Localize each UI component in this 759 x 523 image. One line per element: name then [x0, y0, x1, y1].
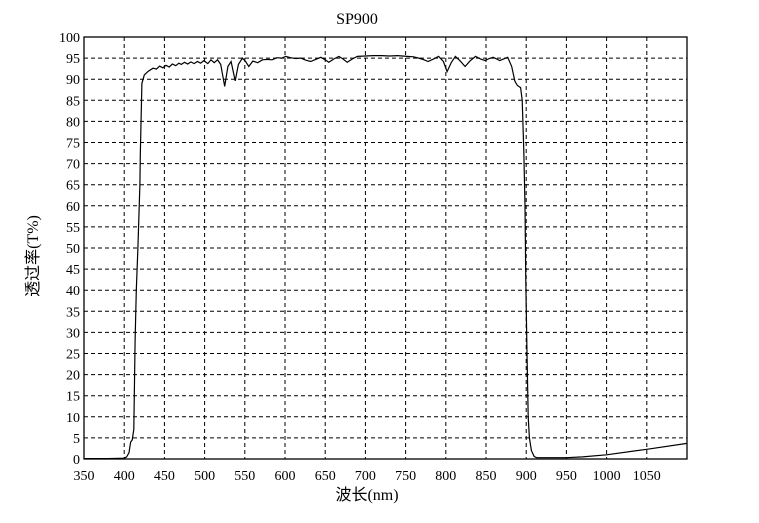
y-axis-label: 透过率(T%): [24, 215, 42, 297]
y-tick-label: 20: [66, 369, 80, 384]
y-tick-label: 5: [73, 432, 80, 447]
y-tick-label: 70: [66, 158, 80, 173]
y-tick-label: 85: [66, 94, 80, 109]
y-tick-label: 10: [66, 411, 80, 426]
x-tick-label: 950: [556, 469, 577, 484]
transmission-curve: [84, 54, 688, 460]
y-tick-label: 55: [66, 221, 80, 236]
y-tick-label: 0: [73, 453, 80, 468]
x-tick-label: 850: [476, 469, 497, 484]
x-tick-label: 1050: [633, 469, 661, 484]
y-tick-label: 80: [66, 115, 80, 130]
chart-title: SP900: [336, 11, 378, 28]
x-tick-label: 650: [315, 469, 336, 484]
x-tick-label: 750: [395, 469, 416, 484]
y-tick-label: 45: [66, 263, 80, 278]
y-tick-label: 50: [66, 242, 80, 257]
x-tick-label: 600: [275, 469, 296, 484]
series-group: [84, 54, 688, 460]
grid: [84, 37, 687, 459]
y-tick-labels: 0 5 10 15 20 25 30 35 40 45 50 55 60 65 70 75 80 85 90 95 10…: [59, 31, 80, 468]
y-tick-label: 90: [66, 73, 80, 88]
x-tick-label: 400: [114, 469, 135, 484]
y-tick-label: 25: [66, 348, 80, 363]
x-tick-label: 700: [355, 469, 376, 484]
y-tick-label: 95: [66, 52, 80, 67]
y-tick-label: 100: [59, 31, 80, 46]
y-tick-label: 40: [66, 284, 80, 299]
y-tick-label: 15: [66, 390, 80, 405]
x-tick-label: 500: [194, 469, 215, 484]
x-tick-label: 450: [154, 469, 175, 484]
y-tick-label: 60: [66, 200, 80, 215]
y-tick-label: 30: [66, 326, 80, 341]
x-tick-label: 1000: [593, 469, 621, 484]
y-tick-label: 75: [66, 137, 80, 152]
y-tick-label: 65: [66, 179, 80, 194]
x-tick-label: 350: [74, 469, 95, 484]
x-tick-label: 900: [516, 469, 537, 484]
x-axis-label: 波长(nm): [335, 486, 398, 504]
x-tick-label: 800: [435, 469, 456, 484]
plot-frame: [83, 36, 688, 460]
x-tick-label: 550: [234, 469, 255, 484]
y-tick-label: 35: [66, 305, 80, 320]
x-tick-labels: 350 400 450 500 550 600 650 700 750 800 850 900 950 1…: [74, 469, 661, 484]
